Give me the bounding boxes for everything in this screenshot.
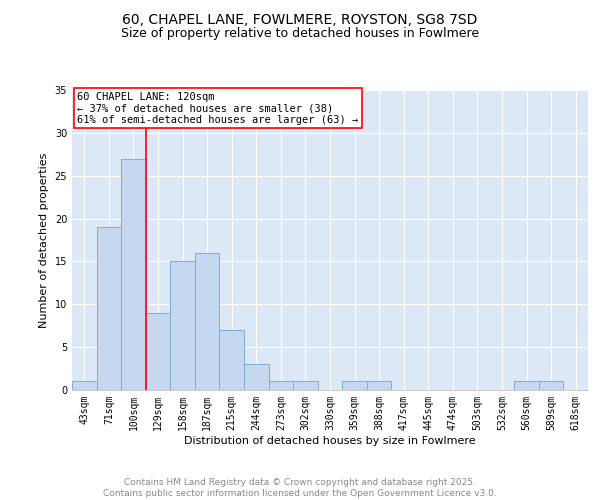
Bar bbox=[195, 253, 220, 390]
Bar bbox=[539, 382, 563, 390]
Bar bbox=[72, 382, 97, 390]
Bar bbox=[244, 364, 269, 390]
X-axis label: Distribution of detached houses by size in Fowlmere: Distribution of detached houses by size … bbox=[184, 436, 476, 446]
Bar bbox=[121, 158, 146, 390]
Bar bbox=[146, 313, 170, 390]
Bar bbox=[269, 382, 293, 390]
Bar bbox=[367, 382, 391, 390]
Bar bbox=[514, 382, 539, 390]
Bar bbox=[97, 227, 121, 390]
Text: 60 CHAPEL LANE: 120sqm
← 37% of detached houses are smaller (38)
61% of semi-det: 60 CHAPEL LANE: 120sqm ← 37% of detached… bbox=[77, 92, 358, 124]
Text: Contains HM Land Registry data © Crown copyright and database right 2025.
Contai: Contains HM Land Registry data © Crown c… bbox=[103, 478, 497, 498]
Text: Size of property relative to detached houses in Fowlmere: Size of property relative to detached ho… bbox=[121, 28, 479, 40]
Bar bbox=[293, 382, 318, 390]
Text: 60, CHAPEL LANE, FOWLMERE, ROYSTON, SG8 7SD: 60, CHAPEL LANE, FOWLMERE, ROYSTON, SG8 … bbox=[122, 12, 478, 26]
Bar bbox=[220, 330, 244, 390]
Bar bbox=[170, 262, 195, 390]
Y-axis label: Number of detached properties: Number of detached properties bbox=[39, 152, 49, 328]
Bar bbox=[342, 382, 367, 390]
